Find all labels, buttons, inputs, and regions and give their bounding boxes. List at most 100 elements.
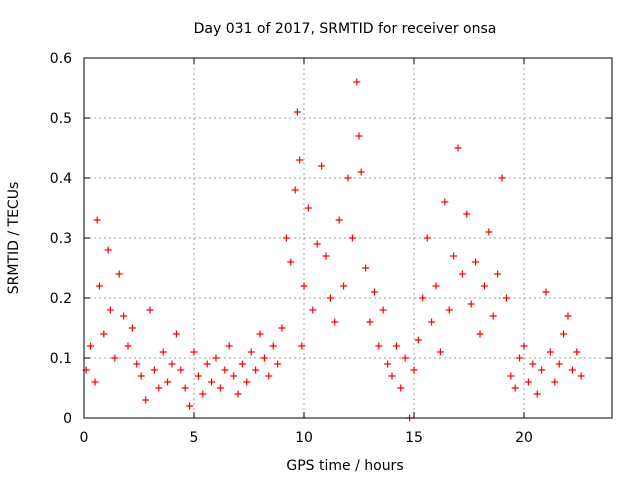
x-axis-label: GPS time / hours — [286, 458, 403, 474]
grid — [84, 58, 612, 418]
data-point — [375, 342, 383, 350]
data-point — [392, 342, 400, 350]
data-point — [252, 366, 260, 374]
data-point — [370, 288, 378, 296]
data-points — [82, 78, 585, 422]
data-point — [538, 366, 546, 374]
data-point — [150, 366, 158, 374]
data-point — [423, 234, 431, 242]
data-point — [436, 348, 444, 356]
data-point — [384, 360, 392, 368]
data-point — [291, 186, 299, 194]
data-point — [485, 228, 493, 236]
y-tick-label: 0 — [63, 411, 72, 427]
data-point — [278, 324, 286, 332]
data-point — [322, 252, 330, 260]
data-point — [529, 360, 537, 368]
x-tick-label: 10 — [295, 430, 313, 446]
data-point — [111, 354, 119, 362]
data-point — [546, 348, 554, 356]
x-tick-label: 15 — [405, 430, 423, 446]
y-tick-label: 0.1 — [50, 351, 72, 367]
axis-ticks — [83, 57, 612, 419]
data-point — [331, 318, 339, 326]
data-point — [551, 378, 559, 386]
data-point — [95, 282, 103, 290]
data-point — [208, 378, 216, 386]
data-point — [313, 240, 321, 248]
data-point — [124, 342, 132, 350]
chart-title: Day 031 of 2017, SRMTID for receiver ons… — [194, 21, 497, 37]
y-tick-label: 0.3 — [50, 231, 72, 247]
data-point — [533, 390, 541, 398]
data-point — [120, 312, 128, 320]
data-point — [230, 372, 238, 380]
data-point — [137, 372, 145, 380]
data-point — [155, 384, 163, 392]
y-tick-labels: 0 0.1 0.2 0.3 0.4 0.5 0.6 — [50, 51, 72, 427]
data-point — [168, 360, 176, 368]
data-point — [524, 378, 532, 386]
data-point — [269, 342, 277, 350]
data-point — [428, 318, 436, 326]
data-point — [221, 366, 229, 374]
data-point — [410, 366, 418, 374]
data-point — [212, 354, 220, 362]
y-tick-label: 0.6 — [50, 51, 72, 67]
data-point — [216, 384, 224, 392]
data-point — [298, 342, 306, 350]
data-point — [177, 366, 185, 374]
data-point — [234, 390, 242, 398]
data-point — [458, 270, 466, 278]
data-point — [366, 318, 374, 326]
data-point — [256, 330, 264, 338]
data-point — [472, 258, 480, 266]
data-point — [335, 216, 343, 224]
data-point — [146, 306, 154, 314]
data-point — [106, 306, 114, 314]
data-point — [164, 378, 172, 386]
data-point — [274, 360, 282, 368]
data-point — [353, 78, 361, 86]
data-point — [318, 162, 326, 170]
data-point — [463, 210, 471, 218]
data-point — [498, 174, 506, 182]
y-axis-label: SRMTID / TECUs — [6, 182, 22, 295]
data-point — [564, 312, 572, 320]
x-tick-labels: 0 5 10 15 20 — [80, 430, 533, 446]
data-point — [340, 282, 348, 290]
data-point — [516, 354, 524, 362]
data-point — [159, 348, 167, 356]
data-point — [441, 198, 449, 206]
data-point — [454, 144, 462, 152]
data-point — [555, 360, 563, 368]
data-point — [190, 348, 198, 356]
data-point — [573, 348, 581, 356]
data-point — [293, 108, 301, 116]
data-point — [414, 336, 422, 344]
data-point — [348, 234, 356, 242]
data-point — [326, 294, 334, 302]
data-point — [379, 306, 387, 314]
data-point — [238, 360, 246, 368]
data-point — [225, 342, 233, 350]
data-point — [142, 396, 150, 404]
data-point — [568, 366, 576, 374]
data-point — [186, 402, 194, 410]
data-point — [91, 378, 99, 386]
data-point — [128, 324, 136, 332]
data-point — [507, 372, 515, 380]
data-point — [247, 348, 255, 356]
data-point — [511, 384, 519, 392]
data-point — [388, 372, 396, 380]
data-point — [243, 378, 251, 386]
data-point — [194, 372, 202, 380]
data-point — [401, 354, 409, 362]
data-point — [115, 270, 123, 278]
data-point — [304, 204, 312, 212]
data-point — [489, 312, 497, 320]
data-point — [260, 354, 268, 362]
data-point — [199, 390, 207, 398]
data-point — [397, 384, 405, 392]
data-point — [357, 168, 365, 176]
